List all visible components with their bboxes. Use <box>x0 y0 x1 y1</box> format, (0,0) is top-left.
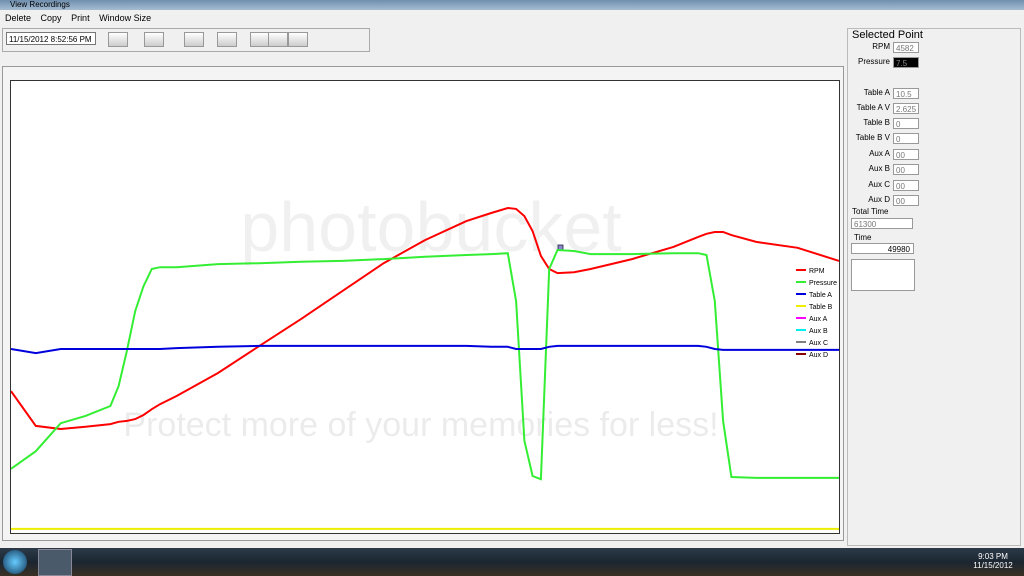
legend-label: Table B <box>809 304 833 311</box>
total-time-box: 61300 <box>851 218 913 229</box>
field-value: 00 <box>893 164 919 175</box>
menu-bar: Delete Copy Print Window Size <box>0 10 1024 26</box>
field-value: 0 <box>893 133 919 144</box>
field-label: Aux B <box>868 164 890 173</box>
legend-label: Table A <box>809 292 832 299</box>
series-line <box>11 248 839 481</box>
field-label: Aux A <box>869 149 890 158</box>
tool-button[interactable] <box>108 32 128 47</box>
field-label: Aux C <box>868 180 890 189</box>
field-value: 0 <box>893 118 919 129</box>
field-label: Table B <box>863 118 890 127</box>
field-label: Table A V <box>856 103 890 112</box>
tool-button[interactable] <box>144 32 164 47</box>
time-box: 49980 <box>851 243 914 254</box>
field-value: 10.5 <box>893 88 919 99</box>
field-label: Pressure <box>857 57 890 66</box>
clock-time: 9:03 PM <box>978 552 1008 561</box>
field-label: Table A <box>863 88 890 97</box>
panel-title: Selected Point <box>852 29 923 41</box>
menu-item[interactable]: Copy <box>40 13 62 23</box>
zoom-out[interactable] <box>268 32 288 47</box>
field-label: Total Time <box>852 207 889 216</box>
field-label: RPM <box>872 42 890 51</box>
tool-button[interactable] <box>217 32 237 47</box>
field-value: 4582 <box>893 42 919 53</box>
field-value: 00 <box>893 195 919 206</box>
menu-item[interactable]: Delete <box>5 13 32 23</box>
app-button[interactable] <box>38 549 72 576</box>
toolbar: 11/15/2012 8:52:56 PM <box>2 28 370 52</box>
selected-point-panel: Selected Point RPM 4582 Pressure 7.5 Table A… <box>847 28 1021 546</box>
legend-label: Aux C <box>809 340 828 347</box>
legend-label: Aux D <box>809 352 828 359</box>
field-value: 7.5 <box>893 57 919 68</box>
watermark: photobucket <box>240 188 621 266</box>
tool-button[interactable] <box>184 32 204 47</box>
clock: 9:03 PM 11/15/2012 <box>968 552 1018 570</box>
notes-box[interactable] <box>851 259 915 291</box>
start-button[interactable] <box>3 550 27 574</box>
menu-item[interactable]: Print <box>71 13 90 23</box>
title-bar: View Recordings <box>0 0 1024 10</box>
field-value: 00 <box>893 149 919 160</box>
clock-date: 11/15/2012 <box>973 561 1013 570</box>
menu-item[interactable]: Window Size <box>99 13 152 23</box>
series-line <box>11 206 839 431</box>
legend-label: Aux B <box>809 328 828 335</box>
field-label: Table B V <box>855 133 890 142</box>
series-line <box>11 344 839 355</box>
date-dropdown[interactable]: 11/15/2012 8:52:56 PM <box>6 32 96 45</box>
legend-label: Aux A <box>809 316 828 323</box>
field-label: Aux D <box>868 195 890 204</box>
legend-label: Pressure <box>809 280 837 287</box>
chart: photobucket Protect more of your memorie… <box>10 80 840 534</box>
legend-label: RPM <box>809 268 825 275</box>
field-value: 00 <box>893 180 919 191</box>
tool-button[interactable] <box>288 32 308 47</box>
field-label: Time <box>854 233 872 242</box>
zoom-in[interactable] <box>250 32 270 47</box>
watermark: Protect more of your memories for less! <box>123 406 718 444</box>
taskbar: 9:03 PM 11/15/2012 <box>0 548 1024 576</box>
field-value: 2.625 <box>893 103 919 114</box>
